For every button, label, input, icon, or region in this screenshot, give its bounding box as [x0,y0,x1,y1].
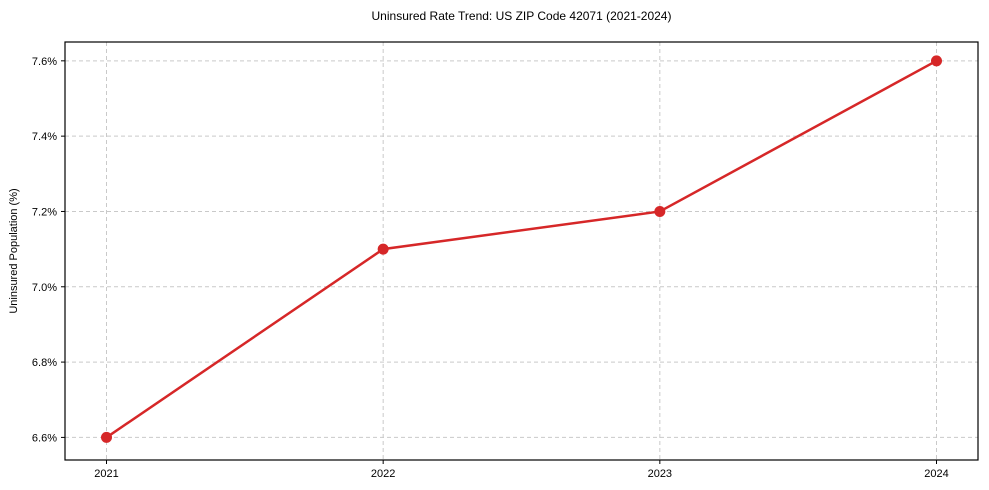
trend-line [105,59,938,439]
x-tick-label: 2023 [648,468,672,480]
y-tick-label: 6.8% [32,357,57,369]
data-point-marker [101,431,112,443]
data-point-marker [654,205,666,217]
y-tick-label: 7.6% [32,56,57,68]
plot-border [64,41,979,461]
y-axis-label: Uninsured Population (%) [8,188,20,314]
y-tick-label: 7.2% [32,206,57,218]
x-tick-label: 2022 [371,468,395,480]
chart-title: Uninsured Rate Trend: US ZIP Code 42071 … [371,9,672,23]
y-tick-label: 7.0% [32,282,57,294]
data-point-marker [931,55,942,67]
x-tick-label: 2021 [94,468,118,480]
data-point-marker [377,243,389,255]
y-tick-label: 6.6% [32,432,57,444]
y-tick-label: 7.4% [32,131,57,143]
x-tick-label: 2024 [924,468,948,480]
